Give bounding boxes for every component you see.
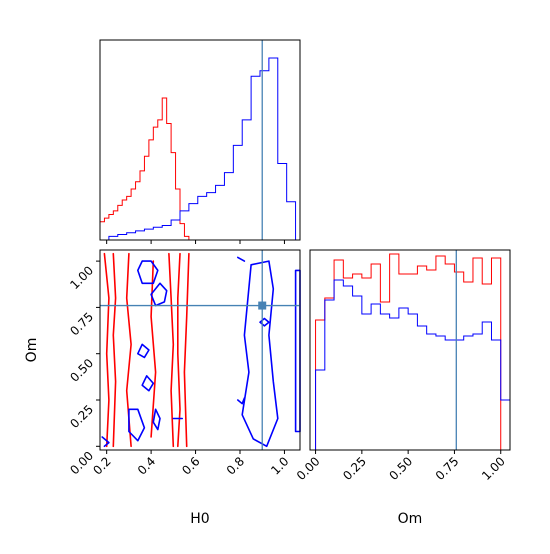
contour-blue-3 xyxy=(141,375,155,392)
h0-histogram-blue xyxy=(100,57,297,241)
contour-blue-11 xyxy=(237,397,246,405)
truth-marker xyxy=(258,301,267,310)
contour-blue-10 xyxy=(237,256,246,262)
contour-blue-8 xyxy=(294,269,301,433)
contour-red-0 xyxy=(103,252,110,448)
h0-tick-label-1: 0.4 xyxy=(135,454,158,477)
om-histogram-red xyxy=(315,253,502,450)
om-histogram-blue xyxy=(315,279,511,450)
h0-marginal-frame xyxy=(99,39,301,241)
contour-red-3 xyxy=(177,252,181,448)
om-y-tick-label-1: 0.25 xyxy=(67,402,96,431)
contour-blue-12 xyxy=(259,317,270,327)
contour-blue-0 xyxy=(137,260,159,285)
om-y-tick-label-3: 0.75 xyxy=(67,310,96,339)
h0-tick-label-4: 1.0 xyxy=(268,454,291,477)
contour-blue-9 xyxy=(101,436,110,448)
x-axis-label-om: Om xyxy=(398,511,423,527)
contour-blue-4 xyxy=(128,408,146,442)
om-marginal-panel: 0.00 0.25 0.50 0.75 1.00 xyxy=(294,249,511,483)
om-y-tick-label-4: 1.00 xyxy=(67,263,96,292)
om-y-tick-label-2: 0.50 xyxy=(67,356,96,385)
contour-red-1 xyxy=(112,252,117,448)
om-y-tick-label-0: 0.00 xyxy=(67,449,96,478)
h0-om-contour-panel: 0.2 0.4 0.6 0.8 1.00.000.250.500.751.00 xyxy=(67,249,301,478)
x-axis-label-h0: H0 xyxy=(190,511,209,527)
h0-marginal-panel xyxy=(99,39,301,244)
om-x-tick-label-2: 0.50 xyxy=(386,454,415,483)
h0-histogram-red xyxy=(99,97,190,240)
contour-red-6 xyxy=(150,260,157,438)
om-x-tick-label-0: 0.00 xyxy=(294,454,323,483)
h0-tick-label-2: 0.6 xyxy=(179,454,202,477)
contour-red-2 xyxy=(168,252,175,448)
om-x-tick-label-4: 1.00 xyxy=(479,454,508,483)
y-axis-label-om: Om xyxy=(24,338,40,363)
contour-red-4 xyxy=(183,252,190,448)
h0-tick-label-3: 0.8 xyxy=(224,454,247,477)
contour-blue-7 xyxy=(241,260,279,448)
contour-frame xyxy=(99,249,301,451)
contour-blue-5 xyxy=(152,408,161,431)
om-x-tick-label-1: 0.25 xyxy=(340,454,369,483)
om-x-tick-label-3: 0.75 xyxy=(433,454,462,483)
contour-blue-1 xyxy=(150,282,168,307)
contour-blue-2 xyxy=(137,343,150,359)
om-marginal-frame xyxy=(309,249,511,451)
